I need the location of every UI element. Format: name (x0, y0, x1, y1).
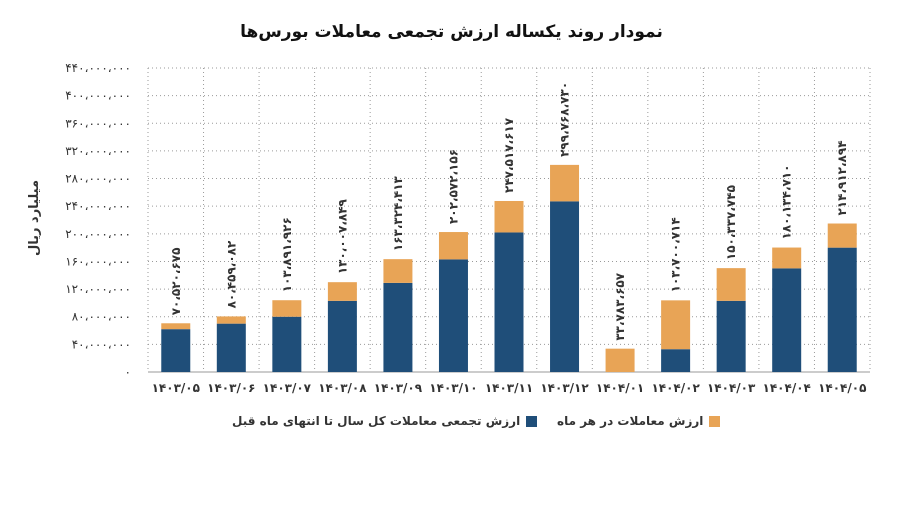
bar-cumulative (272, 316, 302, 372)
data-labels: ۷۰،۵۲۰،۶۷۵ ۸۰،۴۵۹،۰۸۲ ۱۰۳،۸۹۱،۹۲۶ ۱۳۰،۰۰۷،۸… (169, 82, 849, 341)
bar-cumulative (661, 349, 691, 372)
bar-cumulative (161, 329, 191, 372)
bar-monthly (550, 164, 580, 202)
bar-monthly (716, 268, 746, 301)
x-tick-label: ۱۴۰۳/۰۹ (374, 381, 423, 395)
total-data-label: ۸۰،۴۵۹،۰۸۲ (224, 240, 238, 308)
bars (161, 164, 857, 372)
x-tick-label: ۱۴۰۳/۰۵ (152, 381, 200, 395)
total-data-label: ۲۹۹،۷۶۸،۷۳۰ (558, 82, 572, 157)
x-tick-label: ۱۴۰۳/۰۷ (263, 381, 312, 395)
legend-item-monthly: ارزش معاملات در هر ماه (557, 414, 721, 428)
total-data-label: ۱۵۰،۳۳۷،۷۴۵ (724, 185, 738, 260)
bar-cumulative (383, 282, 413, 372)
total-data-label: ۳۳،۷۸۳،۶۵۷ (613, 272, 627, 340)
total-data-label: ۷۰،۵۲۰،۶۷۵ (169, 248, 183, 316)
y-axis-ticks: ۰ ۴۰،۰۰۰،۰۰۰ ۸۰،۰۰۰،۰۰۰ ۱۲۰،۰۰۰،۰۰۰ ۱۶۰،۰۰۰،… (65, 61, 131, 379)
y-tick-label: ۳۲۰،۰۰۰،۰۰۰ (65, 144, 131, 158)
x-tick-label: ۱۴۰۳/۱۲ (540, 381, 589, 395)
total-data-label: ۱۸۰،۱۳۴،۷۱۰ (780, 164, 794, 239)
bar-monthly (161, 323, 191, 330)
y-tick-label: ۴۰۰،۰۰۰،۰۰۰ (65, 89, 131, 103)
total-data-label: ۲۰۲،۵۷۲،۱۵۶ (446, 149, 460, 224)
bar-cumulative (550, 201, 580, 372)
bar-cumulative (772, 268, 802, 372)
total-data-label: ۱۰۳،۷۰۰،۷۱۴ (669, 217, 683, 292)
bar-monthly (772, 247, 802, 269)
y-tick-label: ۲۰۰،۰۰۰،۰۰۰ (65, 227, 131, 241)
legend-item-cumulative: ارزش تجمعی معاملات کل سال تا انتهای ماه … (232, 414, 538, 428)
x-tick-label: ۱۴۰۴/۰۱ (596, 381, 644, 395)
y-tick-label: ۲۸۰،۰۰۰،۰۰۰ (65, 172, 131, 186)
y-tick-label: ۲۴۰،۰۰۰،۰۰۰ (65, 199, 131, 213)
y-tick-label: ۱۲۰،۰۰۰،۰۰۰ (65, 282, 131, 296)
x-axis-ticks: ۱۴۰۳/۰۵ ۱۴۰۳/۰۶ ۱۴۰۳/۰۷ ۱۴۰۳/۰۸ ۱۴۰۳/۰۹ ۱۴۰۳/… (152, 381, 867, 395)
chart-title: نمودار روند یکساله ارزش تجمعی معاملات بو… (240, 22, 663, 42)
bar-monthly (438, 232, 468, 260)
x-tick-label: ۱۴۰۴/۰۵ (818, 381, 866, 395)
bar-cumulative (827, 247, 857, 372)
total-data-label: ۲۴۷،۵۱۷،۶۱۷ (502, 117, 516, 193)
x-tick-label: ۱۴۰۳/۰۸ (318, 381, 367, 395)
bar-monthly (383, 259, 413, 283)
bar-cumulative (438, 259, 468, 372)
total-data-label: ۲۱۴،۹۱۲،۸۹۴ (835, 140, 849, 215)
legend-label-cumulative: ارزش تجمعی معاملات کل سال تا انتهای ماه … (232, 414, 521, 428)
y-tick-label: ۴۰،۰۰۰،۰۰۰ (72, 337, 131, 351)
bar-monthly (494, 200, 524, 233)
bar-monthly (327, 282, 357, 301)
legend-label-monthly: ارزش معاملات در هر ماه (557, 414, 704, 428)
y-tick-label: ۴۴۰،۰۰۰،۰۰۰ (65, 61, 131, 75)
bar-monthly (827, 223, 857, 248)
legend-swatch-monthly (709, 415, 721, 427)
bar-monthly (605, 348, 635, 372)
bar-cumulative (327, 300, 357, 372)
y-tick-label: ۳۶۰،۰۰۰،۰۰۰ (65, 116, 131, 130)
bar-monthly (272, 300, 302, 317)
y-axis-label: میلیارد ریال (27, 180, 42, 256)
total-data-label: ۱۳۰،۰۰۷،۸۴۹ (335, 198, 349, 274)
total-data-label: ۱۰۳،۸۹۱،۹۲۶ (280, 217, 294, 292)
bar-cumulative (216, 323, 246, 372)
y-tick-label: ۸۰،۰۰۰،۰۰۰ (72, 310, 131, 324)
x-tick-label: ۱۴۰۴/۰۴ (763, 381, 811, 395)
x-tick-label: ۱۴۰۳/۰۶ (207, 381, 255, 395)
bar-monthly (216, 316, 246, 324)
x-tick-label: ۱۴۰۳/۱۰ (429, 381, 477, 395)
total-data-label: ۱۶۳،۳۲۴،۴۱۳ (391, 175, 405, 251)
x-tick-label: ۱۴۰۳/۱۱ (485, 381, 533, 395)
bar-cumulative (716, 300, 746, 372)
x-tick-label: ۱۴۰۴/۰۳ (707, 381, 756, 395)
bar-monthly (661, 300, 691, 350)
y-tick-label: ۰ (125, 365, 131, 379)
bar-cumulative (494, 232, 524, 372)
x-tick-label: ۱۴۰۴/۰۲ (651, 381, 700, 395)
legend-swatch-cumulative (526, 415, 538, 427)
y-tick-label: ۱۶۰،۰۰۰،۰۰۰ (65, 254, 131, 268)
